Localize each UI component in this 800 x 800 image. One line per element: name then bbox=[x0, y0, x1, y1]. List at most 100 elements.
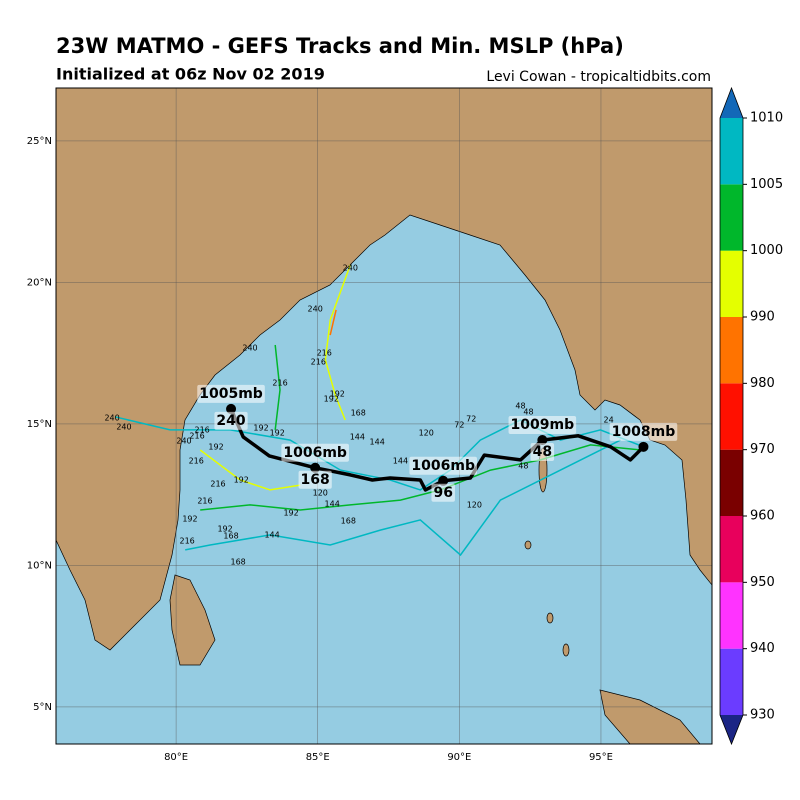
mean-track-point bbox=[226, 403, 237, 414]
member-hour-label: 216 bbox=[311, 357, 326, 366]
member-hour-label: 120 bbox=[313, 488, 328, 497]
colorbar-label: 970 bbox=[750, 442, 775, 457]
member-hour-label: 192 bbox=[324, 395, 339, 404]
label-box bbox=[281, 443, 349, 462]
island bbox=[546, 612, 554, 624]
member-hour-label: 216 bbox=[210, 479, 225, 488]
member-hour-label: 168 bbox=[223, 531, 238, 540]
member-hour-label: 168 bbox=[351, 408, 366, 417]
mean-track-point bbox=[310, 462, 321, 473]
lon-tick-label: 90°E bbox=[447, 752, 471, 763]
label-box bbox=[214, 411, 248, 430]
title: 23W MATMO - GEFS Tracks and Min. MSLP (h… bbox=[56, 34, 624, 58]
member-hour-label: 168 bbox=[230, 558, 245, 567]
colorbar-label: 950 bbox=[750, 575, 775, 590]
member-track bbox=[329, 309, 337, 336]
mean-pressure-label: 1006mb bbox=[411, 458, 475, 474]
member-hour-label: 192 bbox=[208, 442, 223, 451]
island bbox=[524, 540, 532, 550]
member-hour-label: 216 bbox=[189, 431, 204, 440]
lat-tick-label: 5°N bbox=[33, 702, 52, 713]
colorbar-under bbox=[720, 715, 743, 744]
colorbar: 930 940 950 960 970 980 990 1000 1005 1010 bbox=[719, 86, 783, 746]
graticule: 80°E 85°E 90°E 95°E 5°N 10°N 15°N 20°N 25°N bbox=[27, 88, 712, 763]
sumatra bbox=[599, 689, 701, 744]
mean-pressure-label: 1006mb bbox=[283, 445, 347, 461]
member-hour-label: 216 bbox=[180, 536, 195, 545]
mean-pressure-label: 1008mb bbox=[612, 424, 676, 440]
label-box bbox=[298, 470, 332, 489]
member-hour-label: 72 bbox=[466, 414, 476, 423]
member-hour-label: 192 bbox=[234, 475, 249, 484]
colorbar-label: 1005 bbox=[750, 177, 783, 192]
label-box bbox=[530, 443, 555, 462]
label-box bbox=[197, 384, 265, 403]
member-hour-label: 48 bbox=[518, 461, 528, 470]
colorbar-bin bbox=[720, 118, 743, 185]
lat-tick-label: 15°N bbox=[27, 419, 52, 430]
colorbar-bin bbox=[720, 582, 743, 649]
member-hour-label: 120 bbox=[467, 500, 482, 509]
label-box bbox=[609, 422, 678, 441]
mean-hour-label: 240 bbox=[216, 413, 245, 429]
lon-tick-label: 95°E bbox=[589, 752, 613, 763]
mean-pressure-label: 1005mb bbox=[199, 386, 263, 402]
map-frame bbox=[55, 87, 713, 745]
member-hour-label: 144 bbox=[264, 530, 279, 539]
member-track bbox=[185, 439, 621, 557]
member-hour-label: 48 bbox=[523, 408, 533, 417]
colorbar-label: 980 bbox=[750, 376, 775, 391]
colorbar-bin bbox=[720, 317, 743, 384]
colorbar-bin bbox=[720, 648, 743, 715]
member-hour-label: 144 bbox=[350, 432, 365, 441]
member-hour-label: 120 bbox=[419, 428, 434, 437]
label-box bbox=[409, 456, 477, 475]
mean-hour-label: 96 bbox=[433, 485, 452, 501]
mean-hour-label: 48 bbox=[533, 444, 552, 460]
colorbar-label: 960 bbox=[750, 509, 775, 524]
member-hour-label: 192 bbox=[270, 428, 285, 437]
member-hour-label: 192 bbox=[330, 389, 345, 398]
colorbar-bin bbox=[720, 383, 743, 450]
member-hour-label: 48 bbox=[515, 401, 525, 410]
colorbar-bin bbox=[720, 250, 743, 317]
member-hour-label: 216 bbox=[189, 456, 204, 465]
member-hour-label: 216 bbox=[317, 348, 332, 357]
colorbar-label: 990 bbox=[750, 310, 775, 325]
member-hour-label: 240 bbox=[308, 305, 323, 314]
member-hour-label: 240 bbox=[104, 413, 119, 422]
lon-tick-label: 80°E bbox=[164, 752, 188, 763]
member-track bbox=[200, 444, 641, 511]
member-hour-label: 240 bbox=[176, 436, 191, 445]
lat-tick-label: 25°N bbox=[27, 136, 52, 147]
member-hour-label: 168 bbox=[341, 516, 356, 525]
tracks: 2402402402402402402162162162162162162162… bbox=[104, 263, 678, 567]
member-hour-label: 216 bbox=[197, 496, 212, 505]
credit: Levi Cowan - tropicaltidbits.com bbox=[486, 69, 711, 85]
member-hour-label: 216 bbox=[195, 425, 210, 434]
label-box bbox=[431, 483, 455, 502]
member-hour-label: 144 bbox=[393, 456, 408, 465]
member-track bbox=[199, 449, 301, 491]
member-track bbox=[274, 344, 281, 430]
land bbox=[56, 88, 712, 744]
mainland bbox=[56, 88, 712, 651]
member-track bbox=[324, 264, 352, 421]
member-hour-label: 240 bbox=[343, 263, 358, 272]
member-hour-label: 24 bbox=[604, 415, 614, 424]
member-hour-label: 216 bbox=[272, 378, 287, 387]
colorbar-label: 940 bbox=[750, 641, 775, 656]
colorbar-label: 1010 bbox=[750, 111, 783, 126]
member-hour-label: 192 bbox=[182, 515, 197, 524]
subtitle: Initialized at 06z Nov 02 2019 bbox=[56, 65, 325, 84]
lat-tick-label: 10°N bbox=[27, 560, 52, 571]
member-hour-label: 192 bbox=[283, 508, 298, 517]
member-hour-label: 192 bbox=[217, 524, 232, 533]
colorbar-bin bbox=[720, 516, 743, 583]
mean-pressure-label: 1009mb bbox=[511, 417, 575, 433]
sri-lanka bbox=[169, 574, 216, 666]
mean-track-point bbox=[638, 441, 649, 452]
mean-hour-label: 168 bbox=[301, 472, 330, 488]
member-hour-label: 192 bbox=[253, 423, 268, 432]
